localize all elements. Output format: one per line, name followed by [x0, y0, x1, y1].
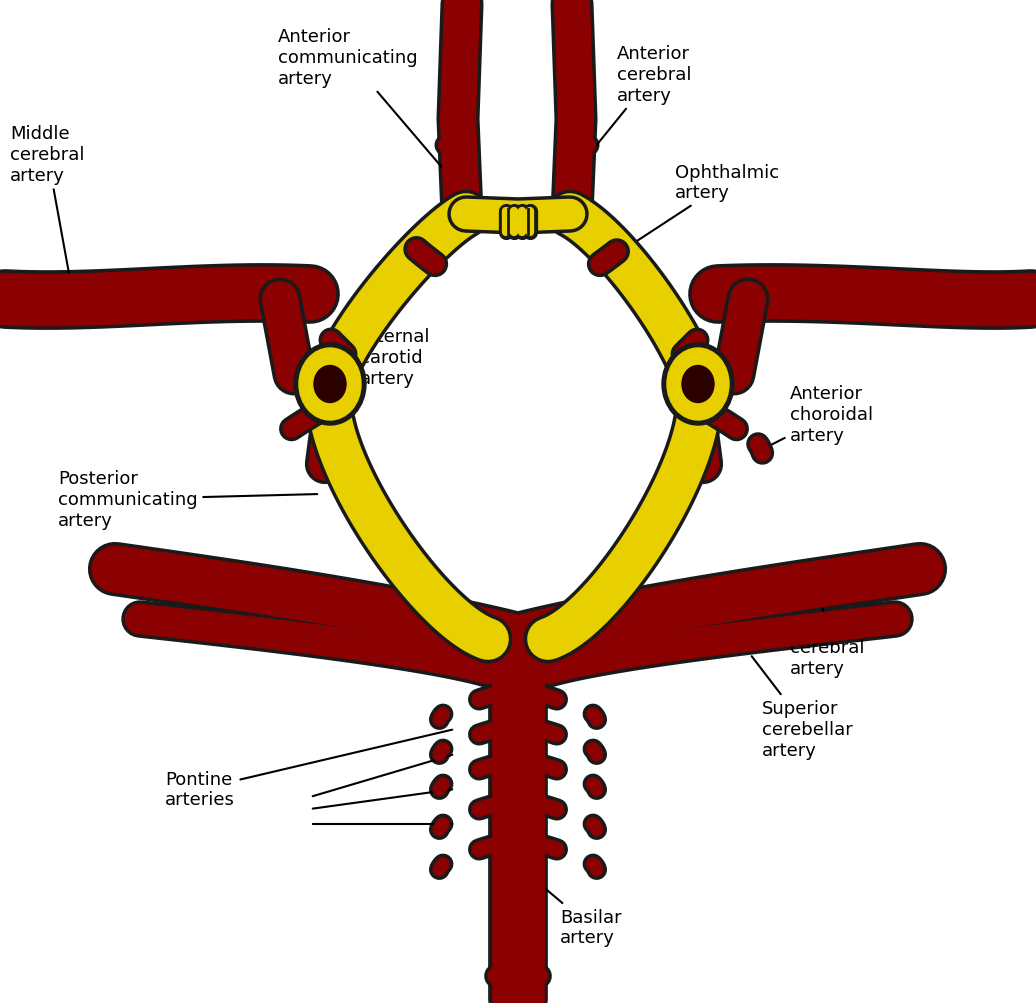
Text: Internal
carotid
artery: Internal carotid artery	[343, 328, 430, 387]
Ellipse shape	[682, 366, 714, 403]
Ellipse shape	[662, 344, 733, 425]
Ellipse shape	[314, 366, 346, 403]
Text: Anterior
choroidal
artery: Anterior choroidal artery	[766, 385, 873, 448]
Text: Ophthalmic
artery: Ophthalmic artery	[620, 163, 779, 253]
Text: Anterior
communicating
artery: Anterior communicating artery	[278, 28, 479, 211]
Text: Posterior
cerebral
artery: Posterior cerebral artery	[790, 597, 870, 677]
Ellipse shape	[294, 344, 366, 425]
Ellipse shape	[667, 349, 729, 420]
Text: Middle
cerebral
artery: Middle cerebral artery	[10, 125, 85, 277]
Text: Posterior
communicating
artery: Posterior communicating artery	[58, 469, 317, 530]
Ellipse shape	[299, 349, 361, 420]
Text: Pontine
arteries: Pontine arteries	[165, 730, 453, 808]
Text: Superior
cerebellar
artery: Superior cerebellar artery	[752, 657, 853, 759]
Text: Anterior
cerebral
artery: Anterior cerebral artery	[567, 45, 691, 183]
Text: Basilar
artery: Basilar artery	[530, 876, 622, 947]
